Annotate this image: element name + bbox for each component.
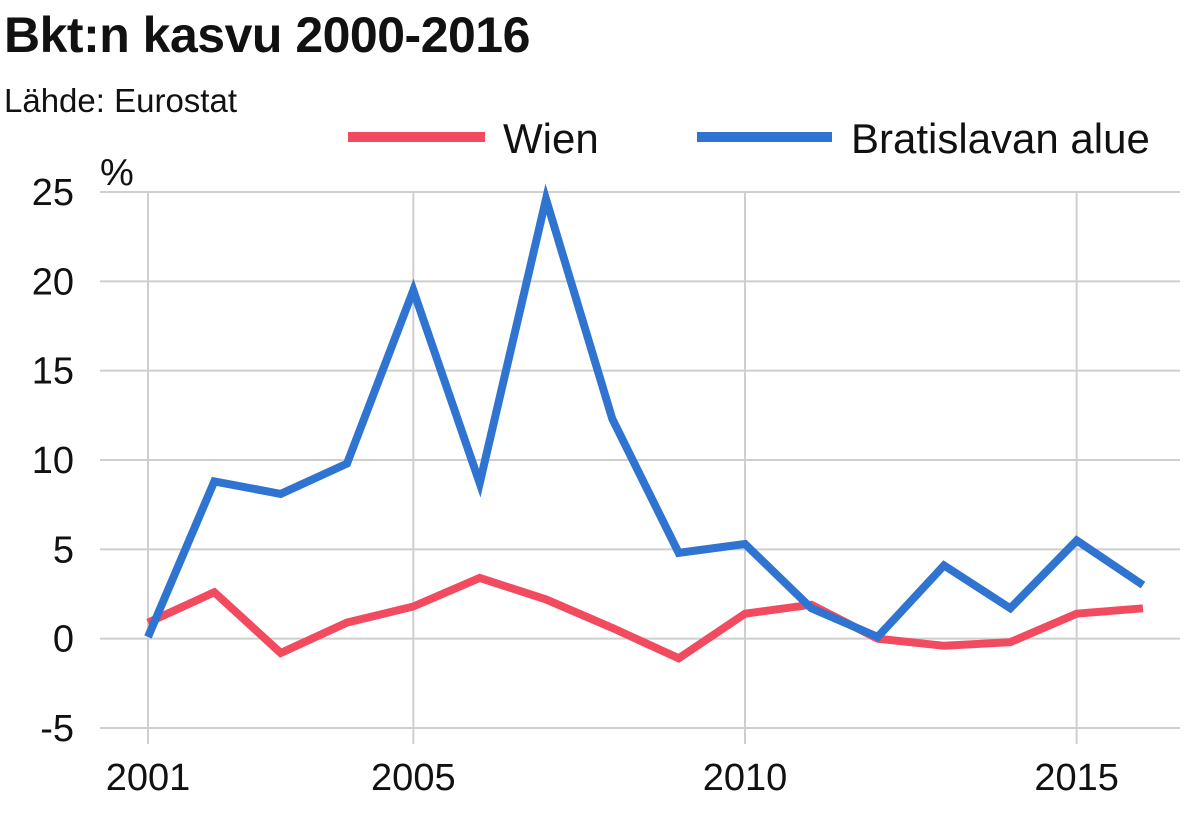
axis-ticks: -5 0 5 10 15 20 25 2001 2005 2010 2015 <box>32 172 1119 799</box>
y-axis-unit-label: % <box>100 152 134 194</box>
chart-subtitle: Lähde: Eurostat <box>4 82 237 119</box>
legend-label: Bratislavan alue <box>851 115 1150 162</box>
series-line-0 <box>146 573 1144 663</box>
chart-title: Bkt:n kasvu 2000-2016 <box>4 7 530 63</box>
x-tick-label: 2010 <box>703 757 788 799</box>
legend: Wien Bratislavan alue <box>348 115 1150 162</box>
series-lines <box>144 183 1146 663</box>
legend-label: Wien <box>503 115 599 162</box>
grid-lines <box>100 191 1180 744</box>
series-line-1 <box>144 183 1146 642</box>
x-tick-label: 2001 <box>106 757 191 799</box>
y-tick-label: 10 <box>32 440 74 482</box>
x-tick-label: 2005 <box>371 757 456 799</box>
y-tick-label: -5 <box>40 708 74 750</box>
x-tick-label: 2015 <box>1034 757 1119 799</box>
y-tick-label: 25 <box>32 172 74 214</box>
y-tick-label: 0 <box>53 619 74 661</box>
y-tick-label: 20 <box>32 261 74 303</box>
y-tick-label: 15 <box>32 351 74 393</box>
y-tick-label: 5 <box>53 529 74 571</box>
